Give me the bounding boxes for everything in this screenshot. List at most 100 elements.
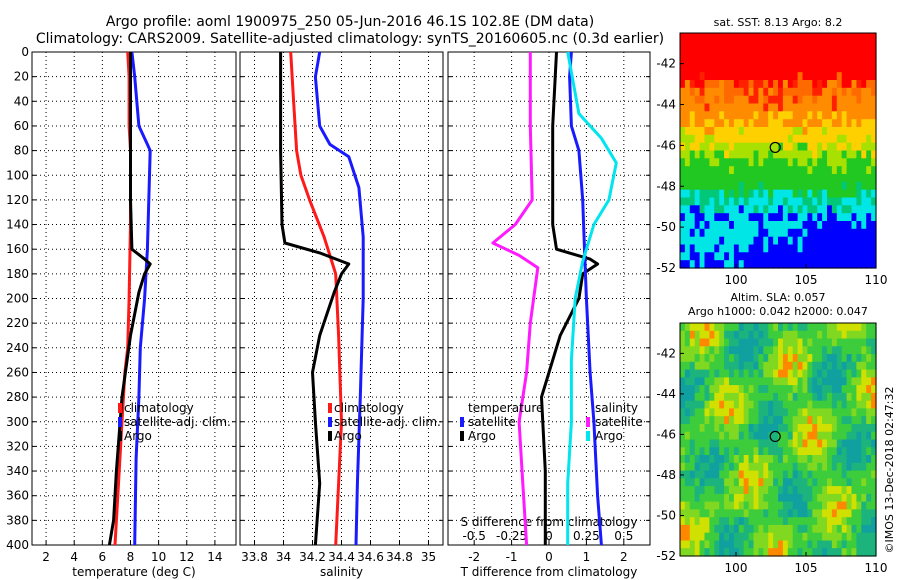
map-cell — [714, 540, 720, 549]
map-cell — [704, 134, 710, 144]
map-cell — [729, 517, 735, 526]
map-cell — [846, 455, 853, 464]
map-cell — [782, 40, 789, 50]
map-cell — [714, 361, 720, 371]
map-cell — [782, 431, 789, 441]
map-cell — [729, 493, 735, 503]
map-cell — [792, 213, 799, 222]
map-cell — [748, 244, 755, 253]
map-cell — [861, 369, 867, 378]
map-cell — [841, 56, 848, 65]
map-cell — [871, 134, 877, 144]
map-cell — [792, 95, 799, 105]
map-cell — [773, 493, 779, 503]
map-cell — [836, 189, 843, 199]
map-cell — [787, 501, 794, 510]
map-cell — [866, 158, 872, 167]
map-cell — [871, 111, 877, 120]
map-cell — [684, 221, 691, 230]
map-cell — [724, 72, 730, 81]
map-cell — [817, 252, 823, 261]
map-cell — [753, 509, 759, 518]
map-cell — [871, 369, 877, 378]
map-cell — [704, 486, 710, 495]
map-cell — [807, 236, 813, 246]
map-cell — [846, 134, 853, 144]
map-cell — [871, 72, 877, 81]
map-cell — [827, 548, 833, 557]
map-cell — [758, 501, 764, 510]
map-cell — [778, 111, 784, 120]
map-cell — [684, 486, 691, 495]
map-cell — [802, 385, 808, 394]
map-cell — [778, 323, 784, 332]
map-cell — [729, 197, 735, 206]
map-cell — [827, 174, 833, 183]
map-cell — [719, 532, 725, 542]
map-y-tick-label: -42 — [656, 346, 676, 360]
map-cell — [768, 416, 774, 425]
map-cell — [773, 197, 779, 206]
map-cell — [841, 462, 848, 472]
map-cell — [768, 486, 774, 495]
map-cell — [866, 532, 872, 542]
map-cell — [861, 33, 867, 42]
map-cell — [694, 455, 701, 464]
map-cell — [856, 72, 862, 81]
map-cell — [871, 330, 877, 340]
map-cell — [768, 158, 774, 167]
map-cell — [729, 338, 735, 347]
map-cell — [738, 439, 745, 448]
map-cell — [714, 142, 720, 152]
map-cell — [827, 517, 833, 526]
map-cell — [817, 221, 823, 230]
map-cell — [846, 95, 853, 105]
map-cell — [729, 400, 735, 410]
map-cell — [768, 111, 774, 120]
map-cell — [846, 174, 853, 183]
map-cell — [812, 330, 818, 340]
map-cell — [792, 361, 799, 371]
map-cell — [778, 72, 784, 81]
map-cell — [694, 478, 701, 487]
map-cell — [738, 197, 745, 206]
map-cell — [729, 213, 735, 222]
map-cell — [689, 260, 696, 269]
map-cell — [733, 142, 740, 152]
map-cell — [699, 439, 706, 448]
map-cell — [851, 470, 857, 479]
map-cell — [841, 447, 848, 456]
depth-tick-label: 20 — [14, 70, 29, 84]
map-cell — [773, 431, 779, 441]
map-cell — [812, 111, 818, 120]
map-cell — [689, 252, 696, 261]
map-cell — [743, 377, 750, 386]
map-cell — [699, 470, 706, 479]
map-cell — [768, 236, 774, 246]
map-cell — [733, 548, 740, 557]
map-cell — [694, 174, 701, 183]
map-cell — [729, 447, 735, 456]
map-cell — [827, 33, 833, 42]
map-cell — [704, 142, 710, 152]
s-tick-label: 0.5 — [614, 529, 633, 543]
map-cell — [704, 540, 710, 549]
map-cell — [812, 236, 818, 246]
map-cell — [748, 48, 755, 58]
map-cell — [748, 103, 755, 112]
x-tick-label: 12 — [179, 550, 194, 564]
map-cell — [812, 462, 818, 472]
map-cell — [714, 470, 720, 479]
legend-swatch — [328, 431, 332, 441]
map-cell — [822, 213, 828, 222]
map-cell — [866, 72, 872, 81]
map-cell — [753, 228, 759, 238]
map-cell — [831, 221, 838, 230]
map-frame — [679, 32, 877, 269]
map-cell — [866, 236, 872, 246]
map-cell — [699, 228, 706, 238]
map-cell — [763, 103, 769, 112]
map-cell — [812, 228, 818, 238]
map-cell — [704, 385, 710, 394]
map-cell — [768, 166, 774, 175]
